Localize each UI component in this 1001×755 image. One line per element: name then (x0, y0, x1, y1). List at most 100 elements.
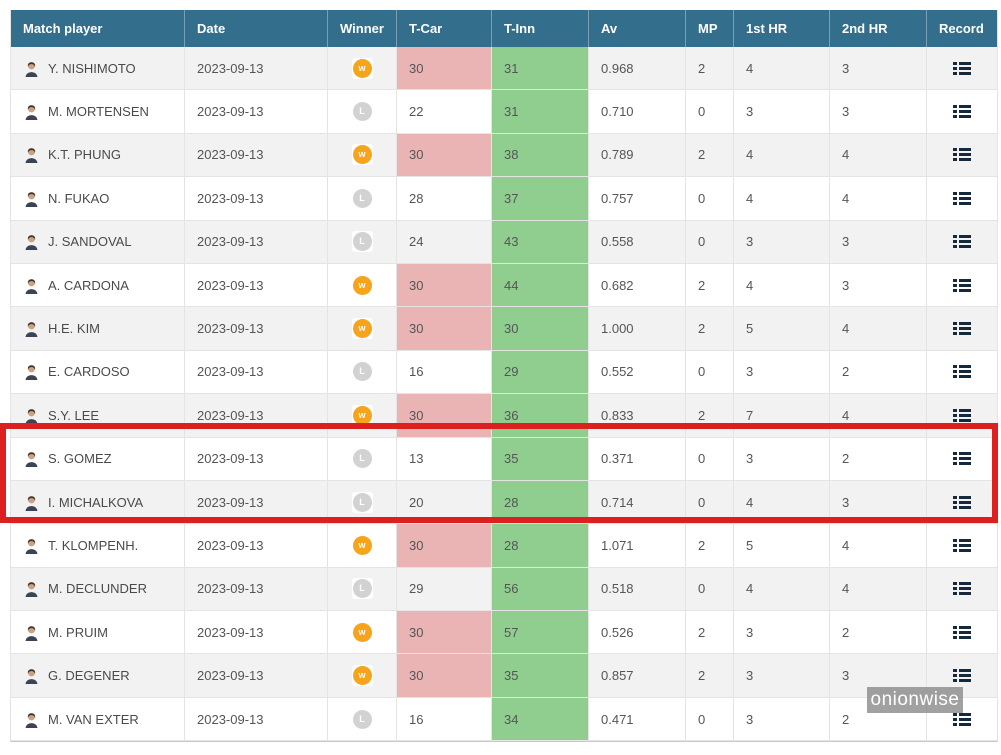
first-hr-cell: 4 (733, 263, 829, 307)
t-car-cell: 30 (396, 611, 491, 654)
player-cell[interactable]: N. FUKAO (11, 177, 184, 219)
winner-badge: w (352, 319, 372, 339)
t-car-cell: 30 (396, 133, 491, 177)
winner-badge-frame: L (351, 101, 373, 123)
winner-badge: L (352, 579, 372, 599)
record-button[interactable] (953, 365, 971, 379)
mp-cell: 0 (685, 437, 733, 480)
player-cell[interactable]: K.T. PHUNG (11, 134, 184, 176)
record-list-icon (953, 408, 971, 422)
second-hr-cell: 4 (829, 177, 926, 220)
record-button[interactable] (953, 452, 971, 466)
player-cell[interactable]: I. MICHALKOVA (11, 481, 184, 523)
date-cell: 2023-09-13 (184, 567, 327, 611)
record-button[interactable] (953, 235, 971, 249)
winner-cell: L (327, 437, 396, 480)
record-button[interactable] (953, 148, 971, 162)
second-hr-cell: 4 (829, 307, 926, 350)
winner-cell: w (327, 394, 396, 437)
record-cell (926, 47, 997, 90)
winner-badge: L (352, 102, 372, 122)
player-avatar-icon (25, 322, 38, 338)
player-cell[interactable]: M. DECLUNDER (11, 568, 184, 610)
player-avatar-icon (25, 61, 38, 77)
player-name: Y. NISHIMOTO (48, 60, 136, 76)
winner-badge: w (352, 535, 372, 555)
player-cell[interactable]: Y. NISHIMOTO (11, 47, 184, 89)
first-hr-cell: 3 (733, 437, 829, 480)
winner-badge-frame: w (351, 57, 373, 79)
date-cell: 2023-09-13 (184, 524, 327, 567)
record-button[interactable] (953, 322, 971, 336)
player-avatar-icon (25, 582, 38, 598)
record-cell (926, 611, 997, 654)
first-hr-cell: 4 (733, 47, 829, 90)
player-cell[interactable]: M. VAN EXTER (11, 698, 184, 740)
winner-badge-frame: w (351, 274, 373, 296)
winner-badge-frame: w (351, 318, 373, 340)
average-cell: 0.471 (588, 697, 685, 741)
record-button[interactable] (953, 408, 971, 422)
winner-cell: L (327, 90, 396, 133)
second-hr-cell: 2 (829, 697, 926, 741)
date-cell: 2023-09-13 (184, 654, 327, 697)
first-hr-cell: 5 (733, 307, 829, 350)
first-hr-cell: 3 (733, 654, 829, 697)
t-inn-cell: 44 (491, 263, 588, 307)
player-avatar-icon (25, 105, 38, 121)
player-cell[interactable]: A. CARDONA (11, 264, 184, 306)
t-inn-cell: 57 (491, 611, 588, 654)
winner-cell: L (327, 697, 396, 741)
average-cell: 0.968 (588, 47, 685, 90)
t-inn-cell: 30 (491, 307, 588, 350)
mp-cell: 0 (685, 90, 733, 133)
player-cell[interactable]: S.Y. LEE (11, 394, 184, 436)
t-inn-cell: 34 (491, 697, 588, 741)
record-button[interactable] (953, 538, 971, 552)
player-cell[interactable]: H.E. KIM (11, 307, 184, 349)
table-row: A. CARDONA 2023-09-13 w 30 44 0.682 2 4 … (11, 263, 997, 308)
player-name: S.Y. LEE (48, 407, 100, 423)
player-cell[interactable]: T. KLOMPENH. (11, 524, 184, 566)
mp-cell: 2 (685, 47, 733, 90)
date-cell: 2023-09-13 (184, 394, 327, 437)
record-button[interactable] (953, 582, 971, 596)
player-cell[interactable]: S. GOMEZ (11, 438, 184, 480)
record-button[interactable] (953, 712, 971, 726)
second-hr-cell: 4 (829, 567, 926, 611)
average-cell: 0.682 (588, 263, 685, 307)
player-cell[interactable]: G. DEGENER (11, 654, 184, 696)
player-avatar-icon (25, 625, 38, 641)
winner-badge-frame: L (351, 187, 373, 209)
record-button[interactable] (953, 278, 971, 292)
player-cell[interactable]: M. MORTENSEN (11, 90, 184, 132)
col-header-match-player: Match player (23, 21, 103, 36)
record-button[interactable] (953, 61, 971, 75)
table-body: Y. NISHIMOTO 2023-09-13 w 30 31 0.968 2 … (11, 47, 997, 742)
col-header-t-inn: T-Inn (491, 10, 588, 47)
winner-badge-frame: L (351, 448, 373, 470)
first-hr-cell: 4 (733, 133, 829, 177)
table-row: M. DECLUNDER 2023-09-13 L 29 56 0.518 0 … (11, 567, 997, 612)
player-name: E. CARDOSO (48, 364, 130, 380)
record-cell (926, 524, 997, 567)
record-list-icon (953, 452, 971, 466)
player-cell[interactable]: E. CARDOSO (11, 351, 184, 393)
record-button[interactable] (953, 495, 971, 509)
player-cell[interactable]: J. SANDOVAL (11, 221, 184, 263)
t-car-cell: 20 (396, 480, 491, 524)
first-hr-cell: 3 (733, 611, 829, 654)
winner-badge: L (352, 492, 372, 512)
mp-cell: 0 (685, 177, 733, 220)
record-button[interactable] (953, 669, 971, 683)
winner-cell: L (327, 350, 396, 394)
winner-badge: L (352, 362, 372, 382)
record-button[interactable] (953, 625, 971, 639)
record-button[interactable] (953, 191, 971, 205)
mp-cell: 0 (685, 220, 733, 263)
record-button[interactable] (953, 105, 971, 119)
player-cell[interactable]: M. PRUIM (11, 611, 184, 653)
record-list-icon (953, 235, 971, 249)
winner-cell: w (327, 133, 396, 177)
average-cell: 0.857 (588, 654, 685, 697)
